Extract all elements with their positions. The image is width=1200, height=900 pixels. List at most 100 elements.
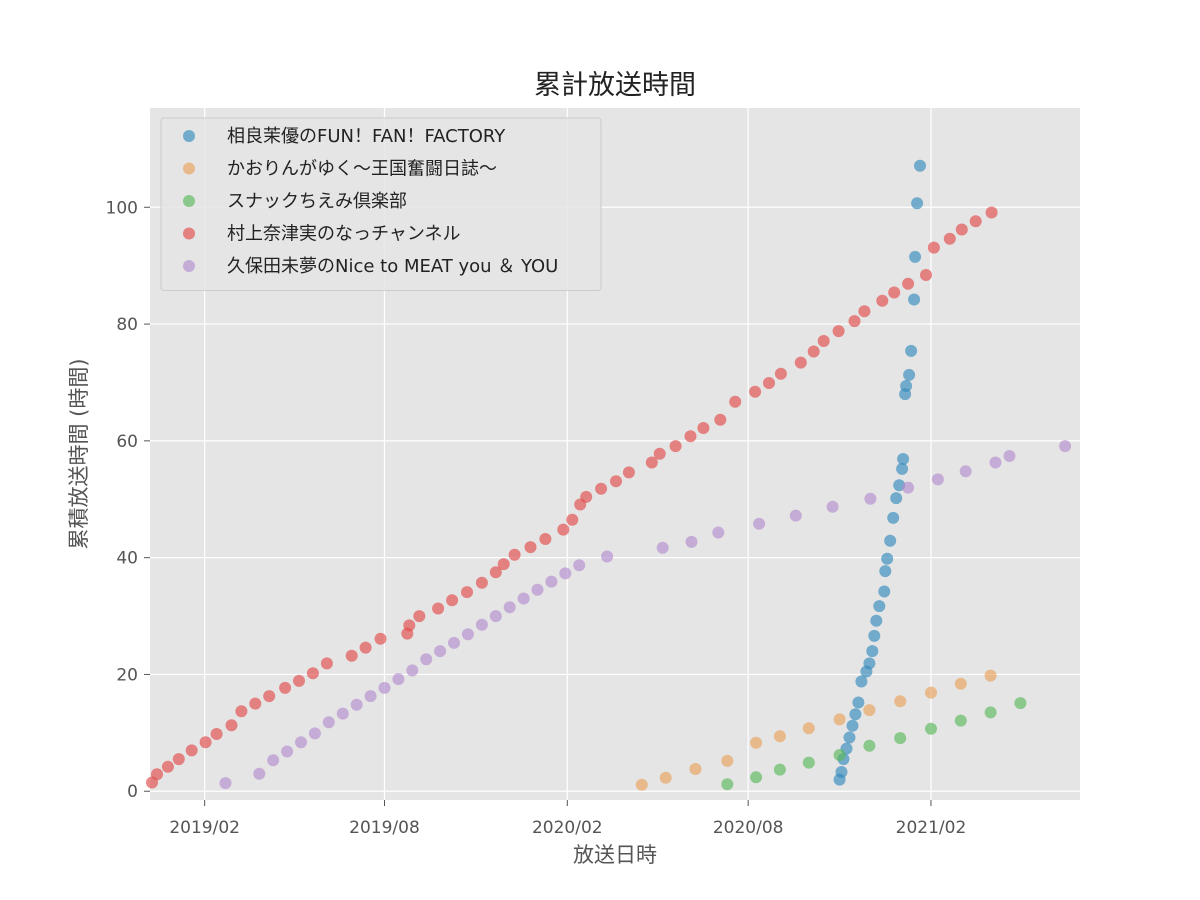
data-point (685, 535, 698, 548)
legend-marker (183, 162, 195, 175)
data-point (263, 690, 276, 703)
chart-title: 累計放送時間 (534, 70, 696, 101)
data-point (1059, 440, 1072, 453)
data-point (908, 293, 921, 306)
data-point (489, 566, 502, 579)
data-point (920, 269, 932, 281)
data-point (826, 500, 839, 513)
legend-label: かおりんがゆく〜王国奮闘日誌〜 (227, 159, 497, 180)
data-point (753, 517, 766, 530)
data-point (863, 657, 876, 670)
data-point (894, 732, 907, 745)
data-point (911, 197, 924, 210)
series-points (146, 206, 998, 789)
data-point (881, 552, 894, 565)
data-point (773, 730, 786, 743)
data-point (503, 601, 516, 614)
data-point (749, 385, 762, 398)
data-point (858, 305, 871, 318)
y-tick-label: 80 (116, 315, 138, 335)
data-point (420, 653, 433, 666)
data-point (185, 744, 198, 757)
y-tick-label: 100 (106, 198, 138, 218)
data-point (539, 533, 552, 545)
data-point (863, 704, 876, 717)
data-point (714, 413, 727, 426)
data-point (849, 708, 862, 721)
data-point (887, 511, 900, 524)
data-point (645, 456, 658, 469)
data-point (517, 592, 530, 605)
data-point (959, 465, 972, 478)
data-point (295, 736, 307, 749)
data-point (475, 576, 488, 589)
data-point (336, 707, 349, 720)
legend-box (160, 117, 602, 291)
data-point (866, 645, 879, 658)
data-point (884, 534, 897, 547)
data-point (817, 335, 830, 347)
data-point (897, 453, 910, 465)
series-points (219, 440, 1072, 790)
data-point (559, 567, 572, 580)
x-tick-label: 2019/02 (169, 818, 240, 838)
data-point (622, 466, 635, 479)
data-point (927, 241, 940, 254)
data-point (350, 698, 363, 711)
data-point (943, 232, 956, 245)
data-point (172, 753, 185, 766)
x-tick-label: 2019/08 (349, 818, 420, 838)
legend-label: 久保田未夢のNice to MEAT you ＆ YOU (227, 256, 558, 277)
legend-marker (183, 227, 195, 240)
legend: 相良茉優のFUN！FAN！FACTORY かおりんがゆく〜王国奮闘日誌〜スナックち… (160, 117, 602, 291)
data-point (374, 632, 387, 645)
data-point (863, 739, 876, 752)
data-point (807, 345, 820, 358)
data-point (985, 206, 998, 219)
data-point (750, 771, 763, 784)
data-point (524, 541, 537, 554)
data-point (448, 636, 460, 649)
data-point (461, 586, 473, 599)
data-point (832, 325, 845, 338)
data-point (306, 667, 319, 680)
data-point (843, 731, 856, 744)
data-point (870, 614, 883, 627)
data-point (902, 277, 915, 290)
data-point (253, 767, 266, 780)
data-point (721, 778, 734, 791)
data-point (954, 677, 967, 690)
y-tick-label: 40 (116, 549, 138, 569)
data-point (931, 473, 944, 486)
data-point (773, 763, 786, 776)
data-point (914, 159, 926, 172)
data-point (750, 736, 763, 749)
data-point (689, 763, 702, 775)
data-point (151, 768, 163, 781)
data-point (902, 481, 915, 494)
data-point (802, 722, 815, 735)
data-point (989, 456, 1002, 469)
y-tick-label: 0 (127, 782, 138, 802)
data-point (721, 754, 734, 767)
data-point (359, 641, 372, 654)
data-point (848, 315, 861, 328)
data-point (434, 645, 447, 658)
data-point (656, 541, 669, 554)
x-tick-label: 2020/02 (532, 818, 603, 838)
data-point (595, 482, 608, 495)
data-point (378, 681, 391, 694)
data-point (1003, 450, 1016, 462)
data-point (833, 713, 846, 726)
data-point (697, 422, 710, 434)
data-point (345, 649, 358, 662)
data-point (199, 736, 212, 749)
data-point (446, 594, 459, 607)
data-point (235, 705, 248, 718)
data-point (864, 492, 877, 505)
data-point (868, 629, 881, 642)
data-point (545, 575, 558, 588)
data-point (903, 368, 916, 381)
data-point (279, 681, 292, 694)
data-point (601, 550, 614, 563)
